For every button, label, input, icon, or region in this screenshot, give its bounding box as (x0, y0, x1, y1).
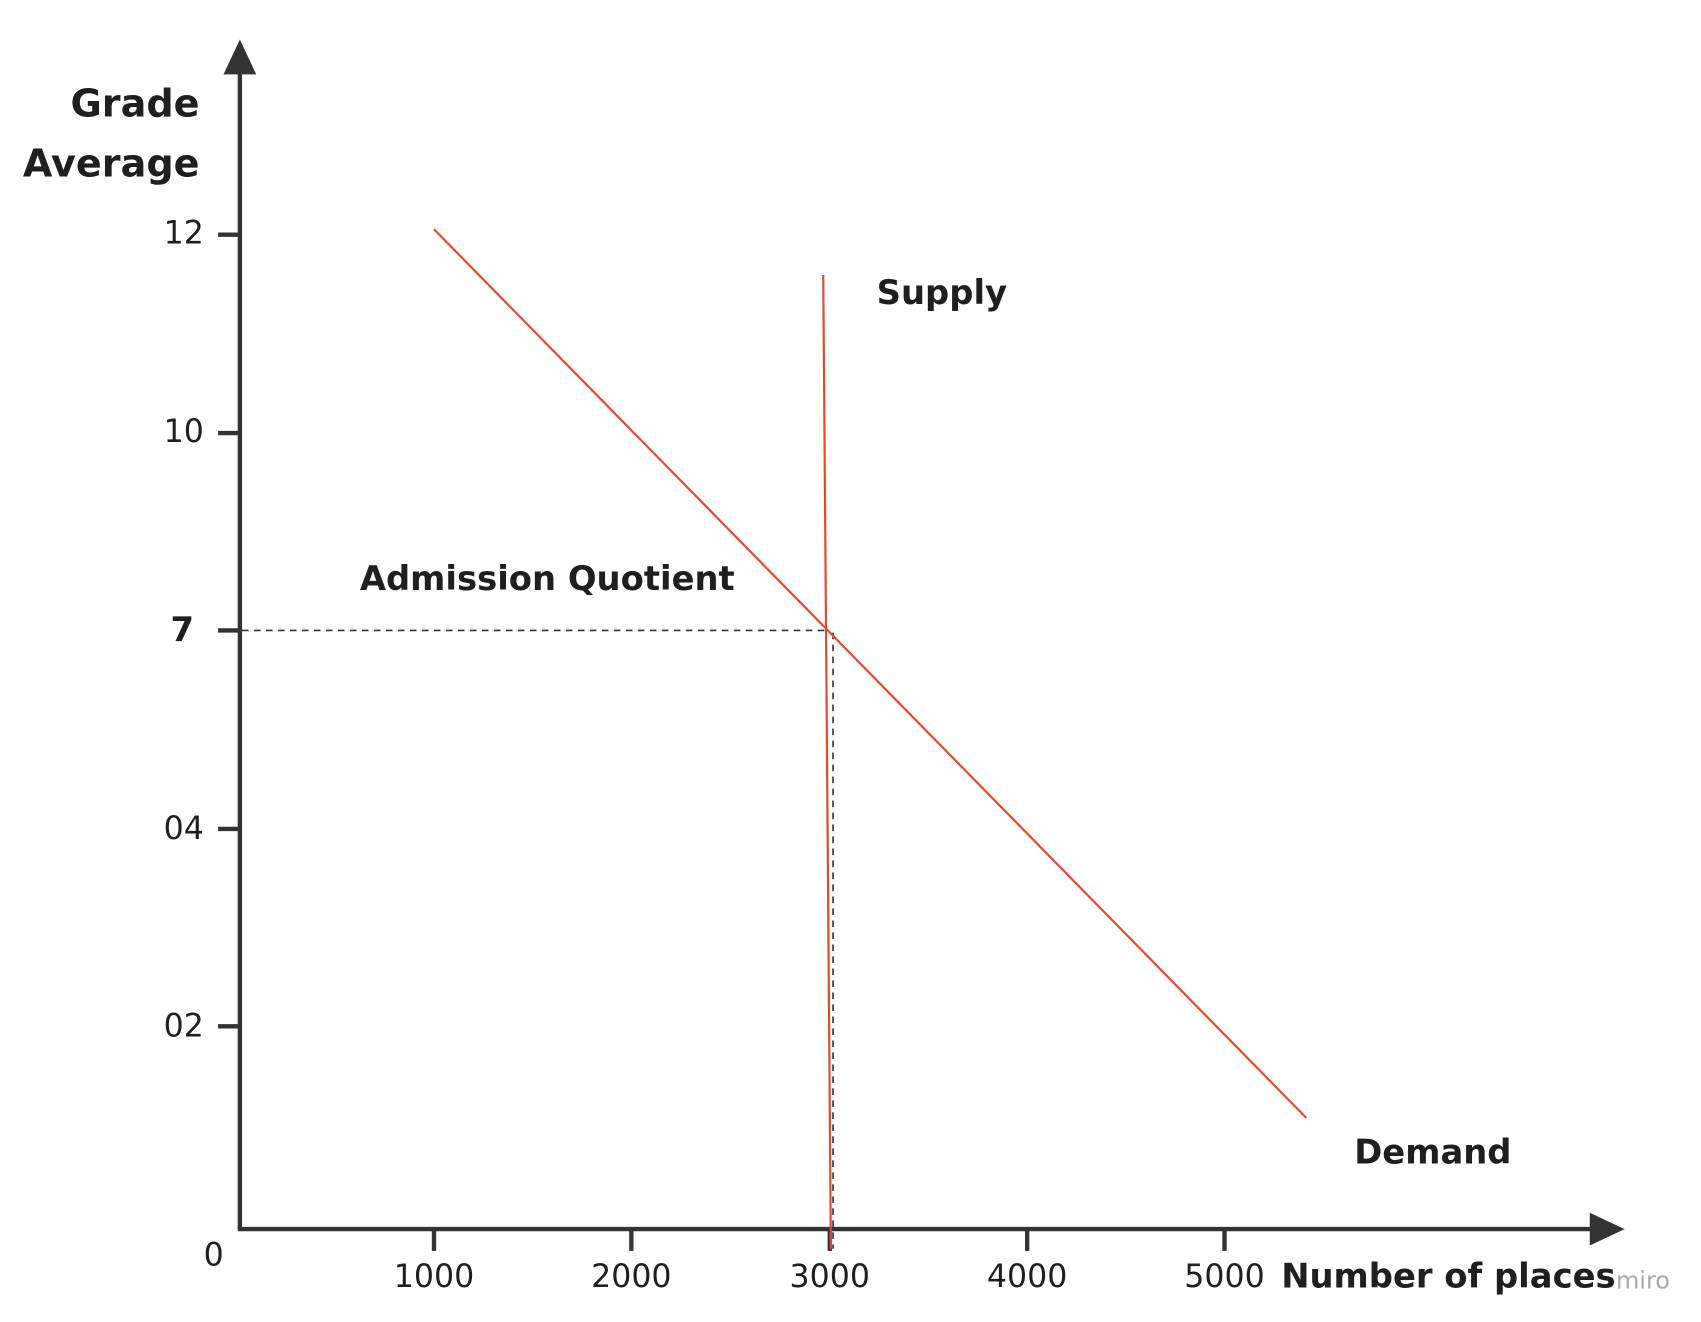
x-tick-label: 1000 (394, 1259, 474, 1295)
y-axis-title: Average (23, 141, 200, 185)
x-axis-arrow (1589, 1212, 1625, 1246)
x-tick-label: 2000 (591, 1259, 671, 1295)
x-ticks (431, 1229, 1227, 1251)
x-axis-title: Number of places (1281, 1257, 1615, 1296)
y-tick-label: 10 (164, 414, 204, 450)
x-tick-label: 5000 (1184, 1259, 1264, 1295)
supply-label: Supply (877, 273, 1007, 312)
origin-label: 0 (204, 1237, 224, 1273)
supply-line (822, 274, 832, 1249)
y-tick-label: 04 (164, 811, 204, 847)
x-tick-label: 4000 (987, 1259, 1067, 1295)
y-tick-label: 12 (164, 216, 204, 252)
y-axis-title: Grade (70, 81, 199, 125)
y-tick-label: 02 (164, 1008, 204, 1044)
admission-quotient-label: Admission Quotient (360, 559, 735, 598)
y-ticks (218, 232, 240, 1029)
y-tick-label: 7 (171, 610, 195, 649)
y-axis-arrow (223, 39, 257, 75)
demand-line (433, 228, 1308, 1119)
demand-label: Demand (1354, 1132, 1511, 1171)
x-tick-label: 3000 (790, 1259, 870, 1295)
watermark: miro (1616, 1266, 1670, 1294)
